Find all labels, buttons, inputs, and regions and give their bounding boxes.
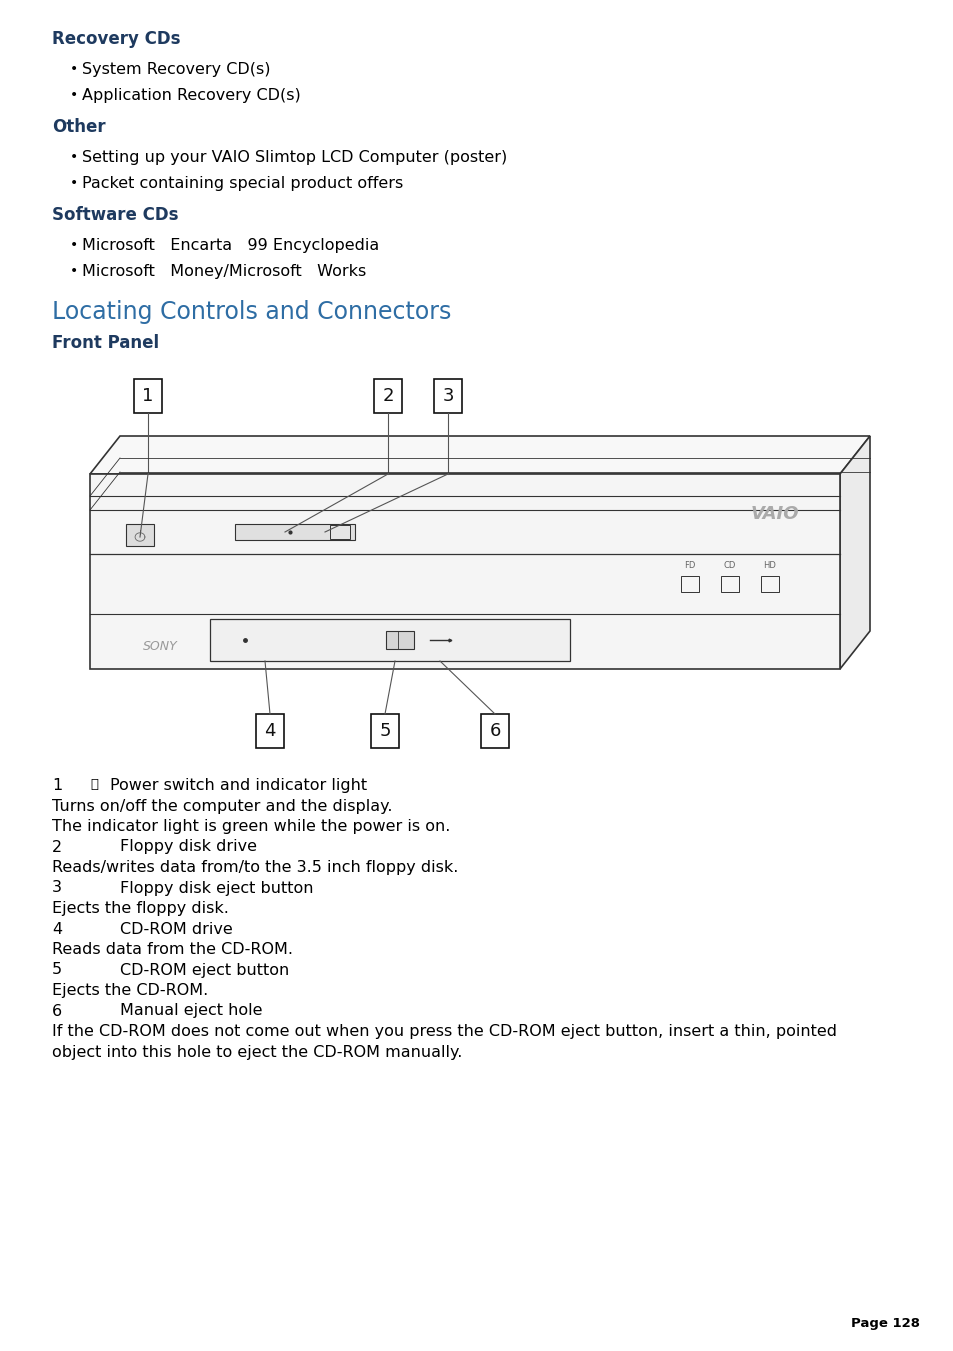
- Text: Recovery CDs: Recovery CDs: [52, 30, 180, 49]
- Text: 4: 4: [52, 921, 62, 936]
- Text: 3: 3: [52, 881, 62, 896]
- Text: 1: 1: [142, 386, 153, 405]
- Polygon shape: [840, 436, 869, 669]
- Text: 5: 5: [379, 721, 391, 740]
- Text: HD: HD: [762, 562, 776, 570]
- Text: Packet containing special product offers: Packet containing special product offers: [82, 176, 403, 190]
- Bar: [255, 713, 284, 748]
- Text: Front Panel: Front Panel: [52, 334, 159, 353]
- Text: •: •: [70, 176, 78, 190]
- Bar: [386, 631, 414, 648]
- Text: CD-ROM eject button: CD-ROM eject button: [120, 962, 289, 978]
- Text: The indicator light is green while the power is on.: The indicator light is green while the p…: [52, 819, 450, 834]
- Bar: [133, 380, 162, 413]
- Text: VAIO: VAIO: [750, 505, 799, 523]
- Text: 2: 2: [382, 386, 394, 405]
- Text: Manual eject hole: Manual eject hole: [120, 1004, 262, 1019]
- Text: Application Recovery CD(s): Application Recovery CD(s): [82, 88, 300, 103]
- Text: ⏻: ⏻: [90, 778, 98, 790]
- Bar: [330, 526, 350, 539]
- Text: CD: CD: [723, 562, 736, 570]
- Text: Software CDs: Software CDs: [52, 205, 178, 224]
- Text: SONY: SONY: [143, 640, 177, 654]
- Bar: [126, 524, 153, 546]
- Bar: [371, 713, 398, 748]
- Text: Floppy disk drive: Floppy disk drive: [120, 839, 256, 854]
- Bar: [680, 576, 699, 592]
- Bar: [434, 380, 461, 413]
- Text: 6: 6: [489, 721, 500, 740]
- Text: Reads data from the CD-ROM.: Reads data from the CD-ROM.: [52, 942, 293, 957]
- Text: •: •: [70, 62, 78, 76]
- Text: Setting up your VAIO Slimtop LCD Computer (poster): Setting up your VAIO Slimtop LCD Compute…: [82, 150, 507, 165]
- Polygon shape: [90, 436, 869, 474]
- Text: 5: 5: [52, 962, 62, 978]
- Text: System Recovery CD(s): System Recovery CD(s): [82, 62, 271, 77]
- Bar: [480, 713, 509, 748]
- Text: Floppy disk eject button: Floppy disk eject button: [120, 881, 314, 896]
- Bar: [374, 380, 401, 413]
- Bar: [210, 619, 569, 661]
- Text: •: •: [70, 88, 78, 101]
- Text: Power switch and indicator light: Power switch and indicator light: [110, 778, 367, 793]
- Text: 2: 2: [52, 839, 62, 854]
- Text: Other: Other: [52, 118, 106, 136]
- Text: CD-ROM drive: CD-ROM drive: [120, 921, 233, 936]
- Text: 4: 4: [264, 721, 275, 740]
- Text: •: •: [70, 238, 78, 253]
- Text: Turns on/off the computer and the display.: Turns on/off the computer and the displa…: [52, 798, 392, 813]
- Text: 6: 6: [52, 1004, 62, 1019]
- Text: Microsoft   Money/Microsoft   Works: Microsoft Money/Microsoft Works: [82, 263, 366, 280]
- Text: 1: 1: [52, 778, 62, 793]
- Text: Ejects the CD-ROM.: Ejects the CD-ROM.: [52, 984, 208, 998]
- Bar: [760, 576, 779, 592]
- Bar: [234, 524, 355, 540]
- Text: 3: 3: [442, 386, 454, 405]
- Text: Ejects the floppy disk.: Ejects the floppy disk.: [52, 901, 229, 916]
- Text: FD: FD: [683, 562, 695, 570]
- Text: If the CD-ROM does not come out when you press the CD-ROM eject button, insert a: If the CD-ROM does not come out when you…: [52, 1024, 836, 1039]
- Text: Locating Controls and Connectors: Locating Controls and Connectors: [52, 300, 451, 324]
- Text: Microsoft   Encarta   99 Encyclopedia: Microsoft Encarta 99 Encyclopedia: [82, 238, 379, 253]
- Text: •: •: [70, 263, 78, 278]
- Text: Page 128: Page 128: [850, 1317, 919, 1329]
- Text: Reads/writes data from/to the 3.5 inch floppy disk.: Reads/writes data from/to the 3.5 inch f…: [52, 861, 457, 875]
- Polygon shape: [90, 474, 840, 669]
- Bar: [720, 576, 739, 592]
- Text: object into this hole to eject the CD-ROM manually.: object into this hole to eject the CD-RO…: [52, 1044, 462, 1059]
- Text: •: •: [70, 150, 78, 163]
